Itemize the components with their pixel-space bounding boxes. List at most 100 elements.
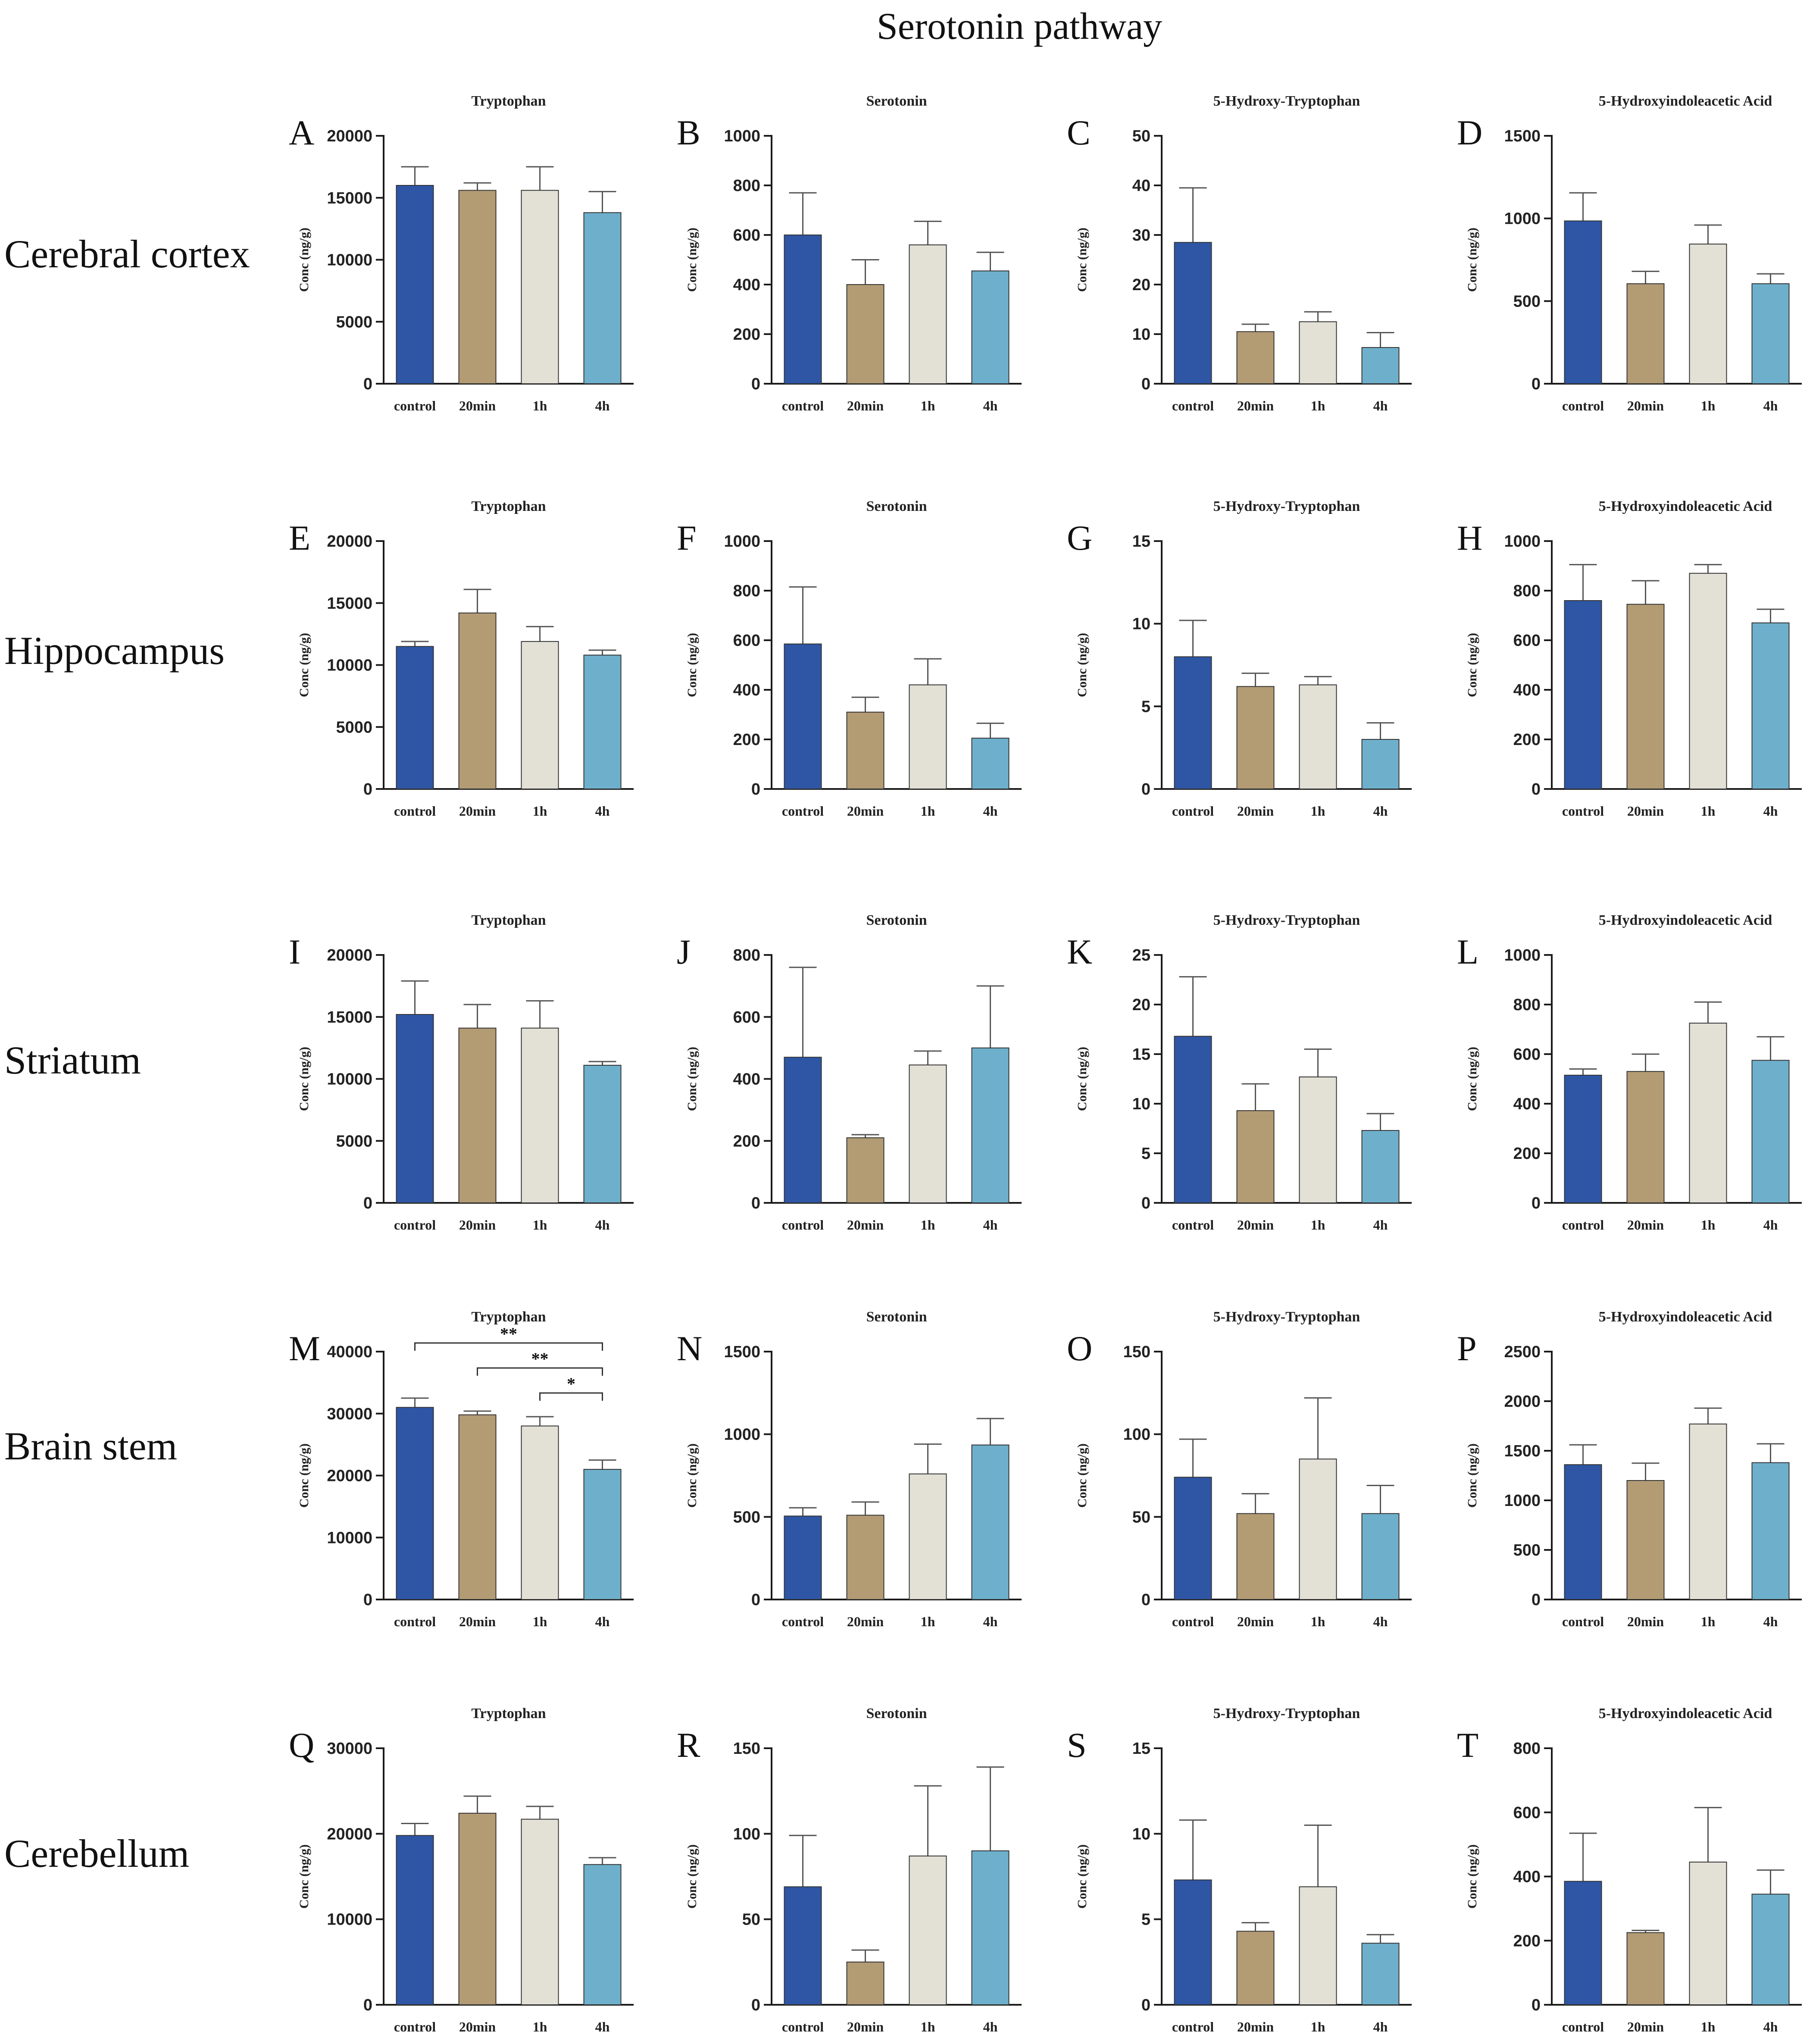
x-tick-label: 20min [459,803,496,819]
bar-20min [458,190,497,384]
panel-letter: K [1067,932,1092,971]
x-tick-label: control [1562,398,1604,413]
y-axis-label: Conc (ng/g) [297,1047,311,1111]
x-tick-label: control [1562,1217,1604,1233]
bar-20min [458,1812,497,2006]
x-tick-label: 1h [1701,803,1716,819]
y-tick-label: 2500 [1504,1343,1541,1361]
y-tick-label: 2000 [1504,1393,1541,1411]
y-tick-label: 20000 [327,532,372,551]
significance-label: ** [500,1324,517,1343]
x-tick-label: control [782,2019,824,2035]
y-tick-label: 15000 [327,1008,372,1027]
panel-letter: D [1457,113,1482,152]
bar-1h [521,190,559,384]
y-tick-label: 1000 [724,532,760,551]
y-tick-label: 15000 [327,189,372,207]
significance-bracket [414,1342,603,1351]
x-tick-label: 4h [1763,2019,1778,2035]
bar-1h [521,1425,559,1600]
x-tick-label: 20min [847,803,884,819]
y-axis-label: Conc (ng/g) [685,1047,699,1111]
chart-title: Tryptophan [471,498,546,514]
row-label: Brain stem [4,1424,177,1468]
y-tick-label: 0 [363,1194,372,1212]
bar-4h [1751,622,1790,789]
chart-panel-l: L 5-Hydroxyindoleacetic Acid Conc (ng/g) 0 2… [1457,912,1802,1233]
y-tick-label: 400 [1513,1095,1541,1113]
y-tick-label: 50 [1132,127,1150,145]
y-tick-label: 30000 [327,1405,372,1423]
y-tick-label: 400 [733,276,760,294]
bar-control [1564,600,1602,789]
y-tick-label: 10 [1132,615,1150,633]
bar-1h [1299,1886,1337,2005]
bar-20min [846,711,885,789]
y-axis-label: Conc (ng/g) [685,1443,699,1508]
panel-letter: B [677,113,700,152]
bar-4h [1751,1462,1790,1600]
y-tick-label: 1500 [1504,127,1541,145]
chart-panel-h: H 5-Hydroxyindoleacetic Acid Conc (ng/g) 0 2… [1457,498,1802,819]
x-tick-label: 4h [1763,1614,1778,1629]
y-tick-label: 0 [751,1194,760,1212]
x-tick-label: 4h [983,1614,998,1629]
chart-panel-f: F Serotonin Conc (ng/g) 0 200 400 600 800 1000 co… [677,498,1022,819]
y-tick-label: 0 [1532,780,1541,798]
x-tick-label: control [394,2019,436,2035]
bar-control [1174,656,1212,790]
y-tick-label: 20 [1132,276,1150,294]
x-tick-label: control [1172,398,1214,413]
row-label: Cerebral cortex [4,232,250,276]
y-tick-label: 600 [1513,1804,1541,1822]
y-tick-label: 10 [1132,1095,1150,1113]
bar-1h [1689,1862,1727,2005]
y-tick-label: 800 [733,946,760,964]
bar-control [784,1057,822,1203]
bar-control [1174,1477,1212,1600]
bar-control [396,1407,434,1600]
y-tick-label: 0 [1532,375,1541,393]
bar-control [784,643,822,789]
y-tick-label: 10000 [327,1911,372,1929]
x-tick-label: 1h [1701,1217,1716,1233]
bar-4h [583,1469,622,1600]
x-tick-label: 20min [1627,1614,1664,1629]
x-tick-label: control [394,398,436,413]
bar-4h [1751,283,1790,384]
x-tick-label: control [782,1614,824,1629]
bar-control [396,1014,434,1203]
panel-letter: J [677,932,691,971]
bar-control [784,1886,822,2005]
y-tick-label: 10000 [327,251,372,269]
chart-title: 5-Hydroxyindoleacetic Acid [1599,912,1772,928]
panel-letter: H [1457,518,1482,557]
y-axis-label: Conc (ng/g) [1465,228,1479,292]
y-tick-label: 400 [1513,681,1541,699]
panel-letter: G [1067,518,1092,557]
chart-title: 5-Hydroxy-Tryptophan [1213,1309,1360,1325]
x-tick-label: 1h [1701,2019,1716,2035]
y-tick-label: 50 [742,1911,760,1929]
row-label: Striatum [4,1038,141,1082]
x-tick-label: 20min [1627,398,1664,413]
panel-letter: C [1067,113,1091,152]
y-tick-label: 0 [363,375,372,393]
y-tick-label: 5000 [336,1132,372,1150]
y-tick-label: 1000 [1504,946,1541,964]
chart-panel-q: Q Tryptophan Conc (ng/g) 0 10000 20000 30000 co… [289,1706,634,2035]
bar-4h [1751,1894,1790,2005]
y-tick-label: 5 [1141,698,1150,716]
panel-letter: R [677,1725,700,1765]
x-tick-label: 20min [1237,2019,1274,2035]
y-tick-label: 10000 [327,1071,372,1089]
y-tick-label: 5000 [336,313,372,331]
bar-control [396,1835,434,2005]
x-tick-label: 20min [1627,2019,1664,2035]
y-axis-label: Conc (ng/g) [1465,1443,1479,1508]
y-tick-label: 25 [1132,946,1150,964]
figure-title: Serotonin pathway [877,6,1162,47]
y-tick-label: 1000 [1504,210,1541,228]
y-tick-label: 0 [363,1996,372,2014]
